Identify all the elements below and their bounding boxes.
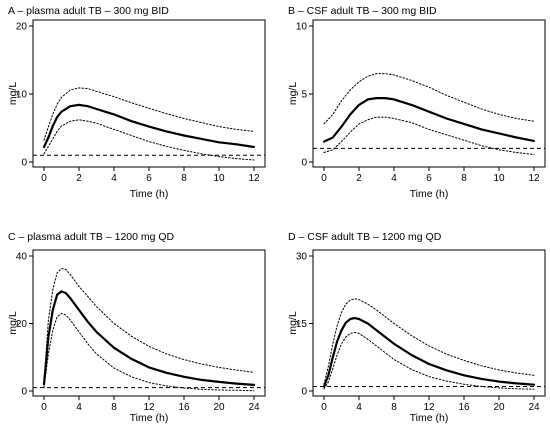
plot-frame — [312, 249, 546, 397]
x-tick-label: 4 — [391, 173, 397, 184]
y-tick-label: 40 — [16, 252, 28, 263]
x-tick-label: 0 — [321, 173, 327, 184]
panel-3: D – CSF adult TB – 1200 mg QD 0 15 30 0 4 8 12 1… — [287, 231, 546, 424]
x-tick-label: 8 — [111, 402, 117, 413]
x-tick-label: 8 — [181, 173, 187, 184]
x-axis-label: Time (h) — [130, 188, 169, 200]
lower-bound-line — [43, 312, 255, 392]
x-tick-label: 6 — [146, 173, 152, 184]
y-tick-label: 0 — [21, 158, 27, 169]
upper-bound-line — [323, 298, 535, 385]
y-tick-label: 0 — [301, 387, 307, 398]
panel-title: D – CSF adult TB – 1200 mg QD — [288, 231, 442, 243]
y-tick-label: 10 — [16, 90, 28, 101]
panel-1: B – CSF adult TB – 300 mg BID 0 5 10 0 2 4 6 8 10… — [287, 5, 546, 200]
y-tick-label: 30 — [296, 252, 308, 263]
panel-title: A – plasma adult TB – 300 mg BID — [8, 5, 169, 17]
x-axis-label: Time (h) — [410, 412, 449, 424]
median-line — [42, 290, 256, 386]
x-tick-label: 20 — [213, 402, 225, 413]
y-tick-label: 15 — [296, 319, 308, 330]
x-tick-label: 8 — [461, 173, 467, 184]
x-tick-label: 12 — [423, 402, 435, 413]
x-tick-label: 12 — [528, 173, 540, 184]
y-tick-label: 5 — [301, 90, 307, 101]
x-tick-label: 0 — [41, 173, 47, 184]
x-tick-label: 12 — [248, 173, 260, 184]
x-tick-label: 2 — [76, 173, 82, 184]
plot-frame — [32, 19, 266, 168]
lower-bound-line — [43, 119, 255, 161]
lower-bound-line — [323, 332, 535, 390]
median-line — [322, 96, 536, 143]
y-tick-label: 0 — [21, 387, 27, 398]
y-axis-label: mg/L — [287, 82, 299, 106]
panel-0: A – plasma adult TB – 300 mg BID 0 10 20 0 2 4… — [7, 5, 266, 200]
x-tick-label: 16 — [458, 402, 470, 413]
upper-bound-line — [43, 268, 255, 382]
upper-bound-line — [43, 87, 255, 141]
x-axis-label: Time (h) — [130, 412, 169, 424]
x-tick-label: 8 — [391, 402, 397, 413]
y-tick-label: 10 — [296, 22, 308, 33]
x-tick-label: 4 — [76, 402, 82, 413]
x-tick-label: 10 — [213, 173, 225, 184]
x-tick-label: 24 — [248, 402, 260, 413]
panel-2: C – plasma adult TB – 1200 mg QD 0 20 40 0 4 8… — [7, 231, 266, 424]
x-tick-label: 10 — [493, 173, 505, 184]
y-tick-label: 0 — [301, 158, 307, 169]
panel-title: C – plasma adult TB – 1200 mg QD — [8, 231, 175, 243]
x-tick-label: 16 — [178, 402, 190, 413]
y-axis-label: mg/L — [7, 311, 19, 335]
x-tick-label: 0 — [321, 402, 327, 413]
lower-bound-line — [323, 116, 535, 155]
x-tick-label: 6 — [426, 173, 432, 184]
y-axis-label: mg/L — [287, 311, 299, 335]
x-tick-label: 4 — [356, 402, 362, 413]
x-tick-label: 20 — [493, 402, 505, 413]
x-tick-label: 4 — [111, 173, 117, 184]
x-tick-label: 24 — [528, 402, 540, 413]
x-tick-label: 12 — [143, 402, 155, 413]
median-line — [42, 103, 256, 149]
panel-title: B – CSF adult TB – 300 mg BID — [288, 5, 437, 17]
y-tick-label: 20 — [16, 319, 28, 330]
x-tick-label: 2 — [356, 173, 362, 184]
y-tick-label: 20 — [16, 22, 28, 33]
x-axis-label: Time (h) — [410, 188, 449, 200]
x-tick-label: 0 — [41, 402, 47, 413]
median-line — [322, 317, 536, 388]
y-axis-label: mg/L — [7, 82, 19, 106]
upper-bound-line — [323, 73, 535, 125]
